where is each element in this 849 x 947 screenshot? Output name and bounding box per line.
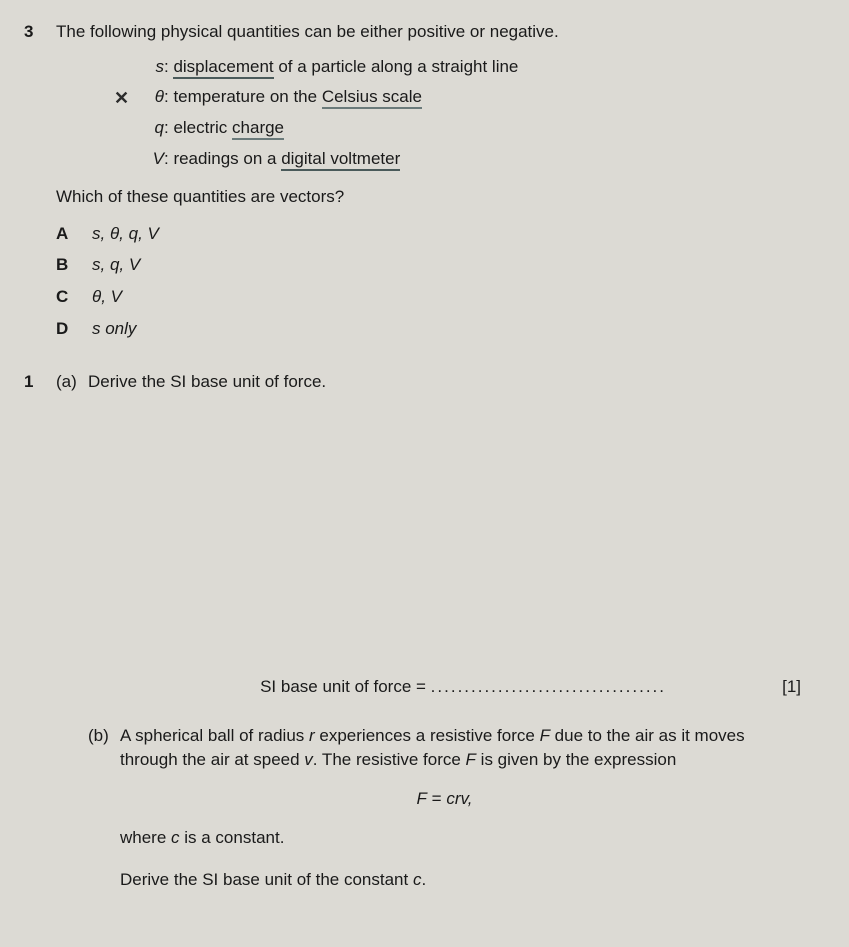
def-q: q: electric charge: [144, 116, 801, 141]
answer-dots: ...................................: [431, 677, 666, 696]
word-celsius-scale: Celsius scale: [322, 87, 422, 109]
sub-question: Which of these quantities are vectors?: [56, 185, 801, 210]
choice-letter-A: A: [56, 222, 92, 247]
question-1: 1 (a) Derive the SI base unit of force.: [24, 370, 801, 395]
part-b-label: (b): [88, 724, 120, 773]
question-stem: The following physical quantities can be…: [56, 20, 801, 45]
choice-text-D: s only: [92, 317, 136, 342]
definitions-block: s: displacement of a particle along a st…: [144, 55, 801, 172]
equation: F = crv,: [88, 787, 801, 812]
choice-text-C: θ, V: [92, 285, 122, 310]
part-b-text: A spherical ball of radius r experiences…: [120, 724, 801, 773]
def-s: s: displacement of a particle along a st…: [144, 55, 801, 80]
mark-1: [1]: [782, 675, 801, 700]
answer-line: SI base unit of force = ................…: [144, 675, 801, 700]
question-number-1: 1: [24, 370, 56, 395]
word-charge: charge: [232, 118, 284, 140]
sym-q: q: [144, 116, 164, 141]
choice-letter-D: D: [56, 317, 92, 342]
choice-text-A: s, θ, q, V: [92, 222, 159, 247]
rest-s: of a particle along a straight line: [274, 57, 519, 76]
choice-B: B s, q, V: [56, 253, 801, 278]
choice-D: D s only: [56, 317, 801, 342]
word-displacement: displacement: [173, 57, 273, 79]
choice-letter-C: C: [56, 285, 92, 310]
part-b: (b) A spherical ball of radius r experie…: [88, 724, 801, 893]
choice-A: A s, θ, q, V: [56, 222, 801, 247]
worksheet-page: 3 The following physical quantities can …: [0, 0, 849, 913]
answer-label: SI base unit of force =: [260, 677, 431, 696]
where-clause: where c is a constant.: [120, 826, 801, 851]
text-V-a: : readings on a: [164, 149, 281, 168]
def-V: V: readings on a digital voltmeter: [144, 147, 801, 172]
question-3: 3 The following physical quantities can …: [24, 20, 801, 45]
sym-theta: θ: [144, 85, 164, 110]
question-number: 3: [24, 20, 56, 45]
def-theta: ✕ θ: temperature on the Celsius scale: [144, 85, 801, 110]
sym-V: V: [144, 147, 164, 172]
part-a-label: (a): [56, 370, 88, 395]
word-digital-voltmeter: digital voltmeter: [281, 149, 400, 171]
choice-text-B: s, q, V: [92, 253, 140, 278]
text-theta-a: : temperature on the: [164, 87, 322, 106]
text-q-a: : electric: [164, 118, 232, 137]
choice-letter-B: B: [56, 253, 92, 278]
x-mark-icon: ✕: [114, 85, 129, 111]
derive-line: Derive the SI base unit of the constant …: [120, 868, 801, 893]
choice-C: C θ, V: [56, 285, 801, 310]
sym-s: s: [144, 55, 164, 80]
part-a-text: Derive the SI base unit of force.: [88, 370, 801, 395]
